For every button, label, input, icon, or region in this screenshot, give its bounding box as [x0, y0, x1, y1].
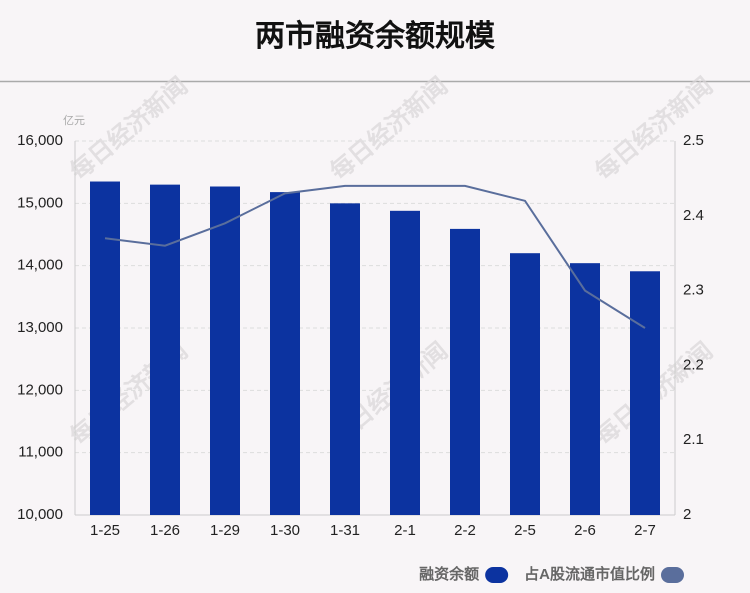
unit-label: 亿元 [63, 114, 85, 127]
y-tick-label: 12,000 [17, 381, 63, 398]
bar [570, 263, 600, 515]
x-tick-label: 1-30 [270, 522, 300, 539]
y2-tick-label: 2.2 [683, 356, 704, 373]
y2-tick-label: 2.4 [683, 207, 704, 224]
x-tick-label: 2-6 [574, 522, 596, 539]
legend-swatch [661, 567, 684, 583]
bar [330, 203, 360, 516]
chart-title: 两市融资余额规模 [255, 19, 495, 53]
x-tick-label: 2-5 [514, 522, 536, 539]
legend-label: 融资余额 [419, 565, 479, 583]
x-tick-label: 1-31 [330, 522, 360, 539]
bar [210, 186, 240, 515]
y2-tick-label: 2 [683, 506, 691, 523]
x-tick-label: 1-29 [210, 522, 240, 539]
bar [390, 210, 420, 515]
y2-tick-label: 2.5 [683, 132, 704, 149]
y-tick-label: 15,000 [17, 194, 63, 211]
y-tick-label: 11,000 [18, 444, 63, 461]
y-tick-label: 10,000 [17, 506, 63, 523]
x-tick-label: 2-2 [454, 522, 476, 539]
x-tick-label: 2-7 [634, 522, 656, 539]
y-tick-label: 16,000 [17, 132, 63, 149]
y-tick-label: 14,000 [17, 257, 63, 274]
x-tick-label: 2-1 [394, 522, 416, 539]
x-tick-label: 1-25 [90, 522, 120, 539]
y2-tick-label: 2.3 [683, 282, 704, 299]
legend-label: 占A股流通市值比例 [524, 565, 655, 583]
bar [90, 181, 120, 515]
bar [510, 253, 540, 515]
line [104, 184, 646, 329]
bar [450, 228, 480, 515]
bar [270, 192, 300, 515]
bar [630, 271, 660, 515]
legend-swatch [485, 567, 509, 583]
y2-tick-label: 2.1 [683, 431, 704, 448]
x-tick-label: 1-26 [150, 522, 180, 539]
y-tick-label: 13,000 [17, 319, 63, 336]
bar [150, 184, 180, 515]
